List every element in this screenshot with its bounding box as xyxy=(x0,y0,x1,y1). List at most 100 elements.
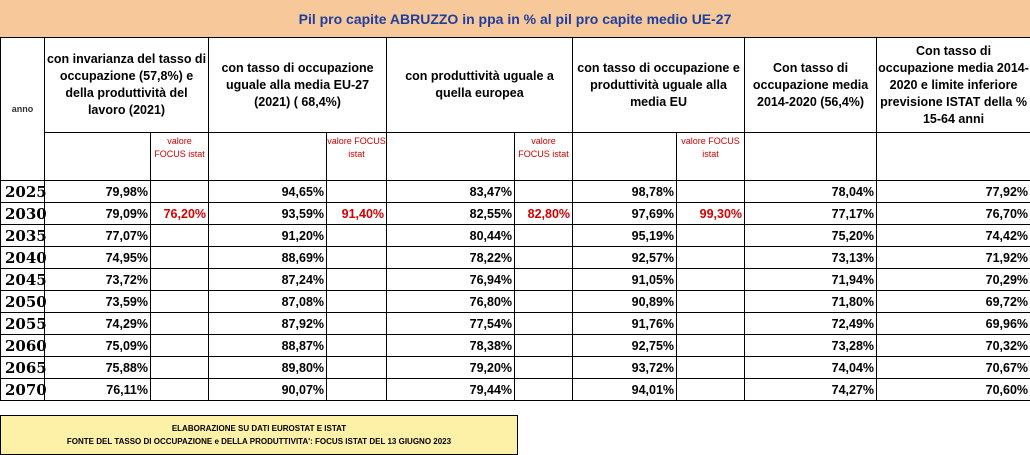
focus-value-cell xyxy=(676,290,746,313)
value-cell: 80,44% xyxy=(386,224,516,247)
value-cell: 94,65% xyxy=(208,180,328,203)
focus-value-cell xyxy=(676,378,746,401)
focus-value-cell xyxy=(149,224,210,247)
column-header-1: con invarianza del tasso di occupazione … xyxy=(43,37,210,133)
value-cell: 75,88% xyxy=(44,356,151,379)
focus-value-cell: 76,20% xyxy=(149,202,210,225)
table-row: 2065 75,88% 89,80% 79,20% 93,72% 74,04% 70,67% xyxy=(0,356,1030,379)
value-cell: 92,75% xyxy=(572,334,678,357)
focus-value-cell: 91,40% xyxy=(326,202,388,225)
focus-value-cell xyxy=(326,268,388,291)
value-cell: 93,72% xyxy=(572,356,678,379)
value-cell: 74,27% xyxy=(744,378,878,401)
focus-value-cell xyxy=(676,356,746,379)
subheader-blank xyxy=(744,132,878,181)
focus-value-cell xyxy=(676,268,746,291)
year-cell: 2035 xyxy=(0,224,47,247)
value-cell: 77,92% xyxy=(876,180,1030,203)
value-cell: 91,20% xyxy=(208,224,328,247)
column-header-4: con tasso di occupazione e produttività … xyxy=(572,37,746,133)
value-cell: 74,29% xyxy=(44,312,151,335)
value-cell: 77,54% xyxy=(386,312,516,335)
focus-value-cell xyxy=(326,334,388,357)
focus-header-3: valore FOCUS istat xyxy=(514,132,574,181)
value-cell: 73,28% xyxy=(744,334,878,357)
focus-value-cell xyxy=(149,378,210,401)
value-cell: 95,19% xyxy=(572,224,678,247)
pil-table: anno con invarianza del tasso di occupaz… xyxy=(0,37,1030,401)
focus-value-cell xyxy=(514,246,574,269)
year-cell: 2070 xyxy=(0,378,47,401)
value-cell: 83,47% xyxy=(386,180,516,203)
column-header-6: Con tasso di occupazione media 2014-2020… xyxy=(876,37,1030,133)
focus-value-cell xyxy=(326,378,388,401)
table-row: 2055 74,29% 87,92% 77,54% 91,76% 72,49% 69,96% xyxy=(0,312,1030,335)
focus-value-cell xyxy=(514,334,574,357)
focus-value-cell xyxy=(514,312,574,335)
value-cell: 78,38% xyxy=(386,334,516,357)
value-cell: 74,42% xyxy=(876,224,1030,247)
value-cell: 90,07% xyxy=(208,378,328,401)
focus-value-cell xyxy=(326,356,388,379)
value-cell: 88,69% xyxy=(208,246,328,269)
value-cell: 98,78% xyxy=(572,180,678,203)
focus-value-cell xyxy=(149,268,210,291)
header-row: anno con invarianza del tasso di occupaz… xyxy=(0,37,1030,181)
value-cell: 87,92% xyxy=(208,312,328,335)
focus-value-cell xyxy=(676,246,746,269)
table-title: Pil pro capite ABRUZZO in ppa in % al pi… xyxy=(0,0,1030,38)
value-cell: 76,11% xyxy=(44,378,151,401)
table-row: 2045 73,72% 87,24% 76,94% 91,05% 71,94% 70,29% xyxy=(0,268,1030,291)
focus-value-cell: 82,80% xyxy=(514,202,574,225)
focus-header-4: valore FOCUS istat xyxy=(676,132,746,181)
value-cell: 79,20% xyxy=(386,356,516,379)
value-cell: 70,67% xyxy=(876,356,1030,379)
focus-value-cell xyxy=(514,180,574,203)
value-cell: 72,49% xyxy=(744,312,878,335)
year-cell: 2040 xyxy=(0,246,47,269)
focus-value-cell xyxy=(514,224,574,247)
value-cell: 94,01% xyxy=(572,378,678,401)
focus-header-2: valore FOCUS istat xyxy=(326,132,388,181)
focus-value-cell xyxy=(149,180,210,203)
table-row: 2050 73,59% 87,08% 76,80% 90,89% 71,80% 69,72% xyxy=(0,290,1030,313)
value-cell: 88,87% xyxy=(208,334,328,357)
year-cell: 2050 xyxy=(0,290,47,313)
value-cell: 75,09% xyxy=(44,334,151,357)
subheader-row: valore FOCUS istat valore FOCUS istat va… xyxy=(1,132,1030,181)
focus-value-cell: 99,30% xyxy=(676,202,746,225)
value-cell: 74,95% xyxy=(44,246,151,269)
year-cell: 2060 xyxy=(0,334,47,357)
column-header-5: Con tasso di occupazione media 2014-2020… xyxy=(744,37,878,133)
focus-value-cell xyxy=(326,312,388,335)
value-cell: 69,72% xyxy=(876,290,1030,313)
value-cell: 76,70% xyxy=(876,202,1030,225)
value-cell: 93,59% xyxy=(208,202,328,225)
focus-value-cell xyxy=(149,356,210,379)
value-cell: 73,13% xyxy=(744,246,878,269)
value-cell: 76,94% xyxy=(386,268,516,291)
focus-value-cell xyxy=(326,290,388,313)
value-cell: 87,08% xyxy=(208,290,328,313)
value-cell: 78,04% xyxy=(744,180,878,203)
subheader-blank xyxy=(386,132,516,181)
focus-value-cell xyxy=(326,180,388,203)
focus-value-cell xyxy=(149,246,210,269)
value-cell: 92,57% xyxy=(572,246,678,269)
table-row: 2070 76,11% 90,07% 79,44% 94,01% 74,27% 70,60% xyxy=(0,378,1030,401)
value-cell: 87,24% xyxy=(208,268,328,291)
table-row: 2040 74,95% 88,69% 78,22% 92,57% 73,13% 71,92% xyxy=(0,246,1030,269)
subheader-blank xyxy=(44,132,151,181)
column-header-3: con produttività uguale a quella europea xyxy=(386,37,574,133)
year-cell: 2030 xyxy=(0,202,47,225)
table-row: 2035 77,07% 91,20% 80,44% 95,19% 75,20% 74,42% xyxy=(0,224,1030,247)
value-cell: 71,80% xyxy=(744,290,878,313)
value-cell: 79,44% xyxy=(386,378,516,401)
year-cell: 2055 xyxy=(0,312,47,335)
value-cell: 77,07% xyxy=(44,224,151,247)
value-cell: 75,20% xyxy=(744,224,878,247)
value-cell: 82,55% xyxy=(386,202,516,225)
focus-header-1: valore FOCUS istat xyxy=(149,132,210,181)
value-cell: 97,69% xyxy=(572,202,678,225)
focus-value-cell xyxy=(676,180,746,203)
